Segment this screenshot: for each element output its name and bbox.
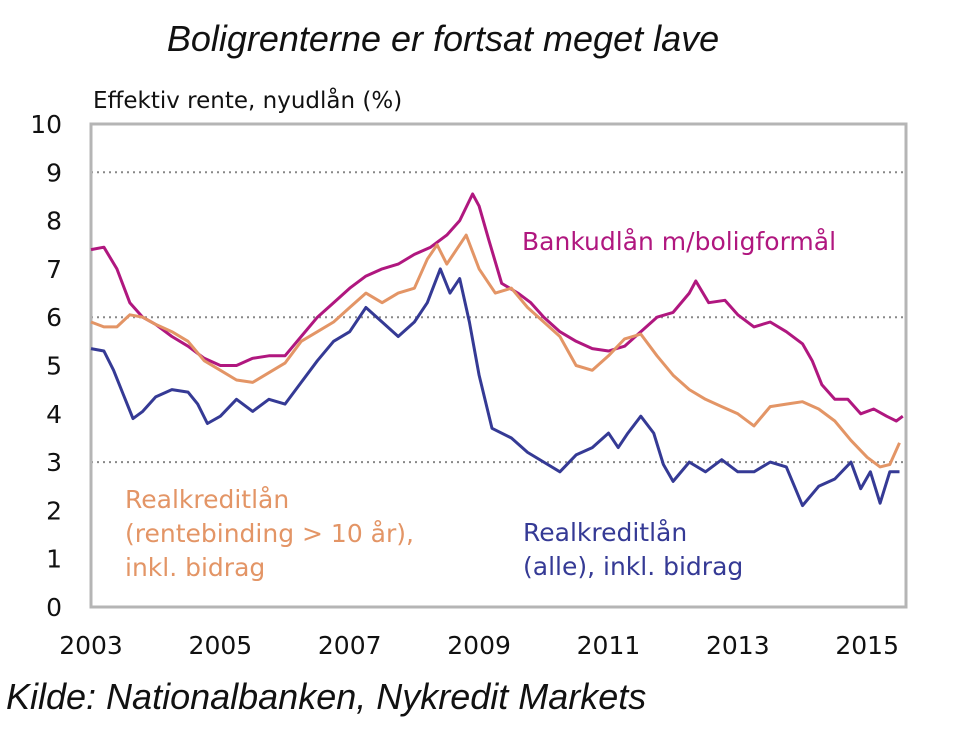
y-tick-label: 6: [46, 303, 62, 332]
x-tick-label: 2007: [318, 631, 382, 660]
series-label-2: Realkreditlån: [523, 518, 687, 547]
chart-title: Boligrenterne er fortsat meget lave: [166, 18, 720, 59]
x-tick-label: 2005: [189, 631, 253, 660]
x-tick-label: 2011: [577, 631, 641, 660]
x-tick-label: 2009: [447, 631, 511, 660]
y-tick-label: 8: [46, 207, 62, 236]
series-label-2: (alle), inkl. bidrag: [523, 552, 743, 581]
y-tick-label: 7: [46, 255, 62, 284]
y-tick-label: 0: [46, 593, 62, 622]
series-label-0: Bankudlån m/boligformål: [522, 227, 836, 256]
y-tick-label: 3: [46, 448, 62, 477]
series-label-1: (rentebinding > 10 år),: [125, 519, 414, 548]
y-tick-label: 4: [46, 400, 62, 429]
series-line-2: [90, 267, 900, 508]
series-label-1: Realkreditlån: [125, 485, 289, 514]
x-tick-label: 2013: [706, 631, 770, 660]
x-tick-label: 2003: [59, 631, 123, 660]
y-tick-label: 1: [46, 545, 62, 574]
series-label-1: inkl. bidrag: [125, 553, 265, 582]
chart-source: Kilde: Nationalbanken, Nykredit Markets: [6, 676, 647, 717]
y-tick-label: 9: [46, 158, 62, 187]
x-tick-label: 2015: [835, 631, 899, 660]
y-tick-label: 10: [30, 110, 62, 139]
y-axis-title: Effektiv rente, nyudlån (%): [93, 86, 402, 114]
series-line-1: [90, 233, 901, 469]
y-tick-label: 5: [46, 352, 62, 381]
plot-frame: [89, 122, 908, 609]
y-tick-label: 2: [46, 496, 62, 525]
